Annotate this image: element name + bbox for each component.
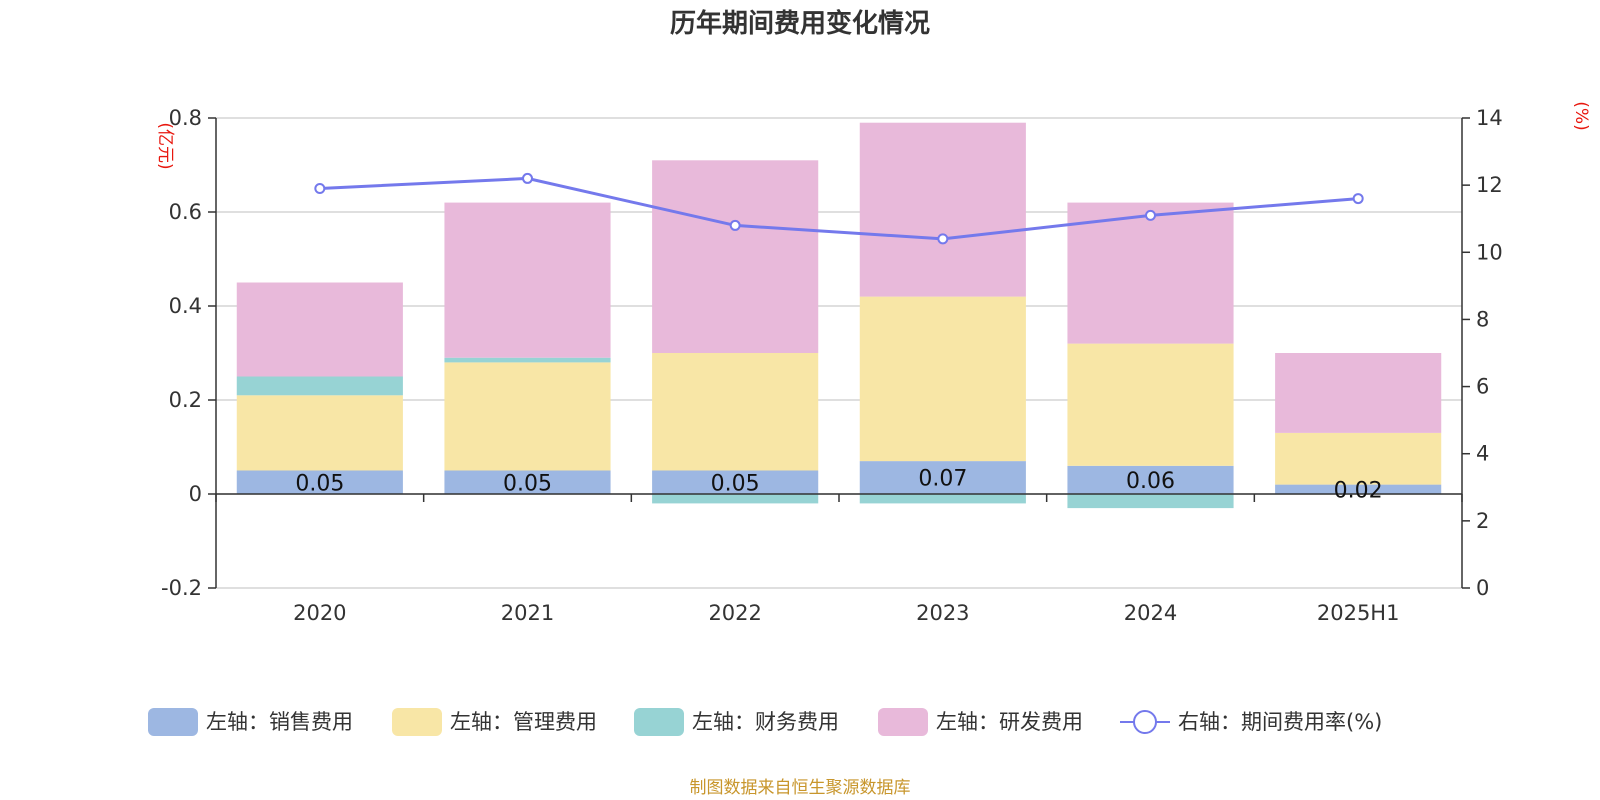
bar-2024-s3	[1067, 202, 1234, 344]
x-tick-label: 2023	[916, 601, 969, 625]
rate-point-2025H1	[1352, 193, 1364, 205]
right-tick-label: 10	[1476, 240, 1503, 264]
x-tick-label: 2020	[293, 601, 346, 625]
data-labels: 0.05 0.05 0.05 0.07 0.06 0.02	[295, 467, 1382, 504]
legend-label-3: 左轴：研发费用	[936, 710, 1083, 734]
bar-2022-s0	[652, 470, 819, 494]
data-label-2024: 0.06	[1126, 469, 1175, 494]
left-tick-label: 0.8	[169, 106, 202, 130]
rate-line	[314, 172, 1364, 245]
bar-2025H1-s1	[1275, 432, 1442, 485]
legend-swatch-3	[878, 708, 928, 736]
data-label-2023: 0.07	[918, 467, 967, 492]
bar-2021-s2	[444, 357, 611, 363]
x-tick-label: 2022	[708, 601, 761, 625]
x-tick-label: 2025H1	[1317, 601, 1400, 625]
bar-2023-s2	[859, 494, 1026, 504]
bar-2024-s1	[1067, 343, 1234, 466]
x-tick-label: 2021	[501, 601, 554, 625]
legend-label-2: 左轴：财务费用	[692, 710, 839, 734]
x-tick-label: 2024	[1124, 601, 1177, 625]
legend-swatch-2	[634, 708, 684, 736]
data-label-2020: 0.05	[295, 471, 344, 496]
right-tick-label: 2	[1476, 509, 1489, 533]
bar-2024-s0	[1067, 465, 1234, 494]
left-tick-label: 0	[189, 482, 202, 506]
source-note: 制图数据来自恒生聚源数据库	[690, 778, 911, 798]
bar-2023-s3	[859, 122, 1026, 297]
bar-2025H1-s3	[1275, 353, 1442, 433]
bars	[236, 122, 1442, 509]
bar-2024-s2	[1067, 494, 1234, 509]
bar-2020-s3	[236, 282, 403, 377]
bar-2022-s1	[652, 353, 819, 471]
legend-label-4: 右轴：期间费用率(%)	[1178, 710, 1382, 734]
right-tick-label: 12	[1476, 173, 1503, 197]
right-tick-label: 8	[1476, 307, 1489, 331]
legend-swatch-1	[392, 708, 442, 736]
legend-label-0: 左轴：销售费用	[206, 710, 353, 734]
right-tick-label: 6	[1476, 375, 1489, 399]
rate-point-2024	[1145, 209, 1156, 221]
bar-2023-s0	[859, 461, 1026, 494]
left-tick-label: 0.2	[169, 388, 202, 412]
bar-2020-s0	[236, 470, 403, 494]
axes: -0.2 0 0.2 0.4 0.6 0.8 0 2 4 6 8 10 12 14 2020 2021 2022…	[161, 106, 1503, 625]
left-axis-unit: (亿元)	[155, 122, 175, 169]
left-tick-label: 0.4	[169, 294, 202, 318]
right-tick-label: 14	[1476, 106, 1503, 130]
right-tick-label: 4	[1476, 442, 1489, 466]
bar-2020-s1	[236, 395, 403, 471]
bar-2022-s3	[652, 160, 819, 353]
right-tick-label: 0	[1476, 576, 1489, 600]
legend-swatch-0	[148, 708, 198, 736]
bar-2021-s0	[444, 470, 611, 494]
bar-2025H1-s0	[1275, 484, 1442, 494]
rate-point-2021	[522, 172, 533, 184]
legend: 左轴：销售费用 左轴：管理费用 左轴：财务费用 左轴：研发费用 右轴：期间费用率(%)	[148, 708, 1382, 736]
data-label-2025H1: 0.02	[1334, 478, 1383, 503]
legend-label-1: 左轴：管理费用	[450, 710, 597, 734]
data-label-2022: 0.05	[711, 471, 760, 496]
legend-marker-swatch	[1133, 710, 1157, 734]
left-tick-label: 0.6	[169, 200, 202, 224]
bar-2020-s2	[236, 376, 403, 396]
bar-2023-s1	[859, 296, 1026, 462]
rate-point-2023	[937, 233, 949, 245]
bar-2021-s3	[444, 202, 611, 358]
rate-line-path	[319, 176, 1359, 241]
data-label-2021: 0.05	[503, 471, 552, 496]
chart-title: 历年期间费用变化情况	[670, 8, 930, 39]
bar-2021-s1	[444, 362, 611, 471]
left-tick-label: -0.2	[161, 576, 202, 600]
right-axis-unit: (%)	[1571, 101, 1591, 130]
bar-2022-s2	[652, 494, 819, 504]
rate-point-2020	[314, 183, 326, 194]
rate-point-2022	[729, 219, 741, 231]
